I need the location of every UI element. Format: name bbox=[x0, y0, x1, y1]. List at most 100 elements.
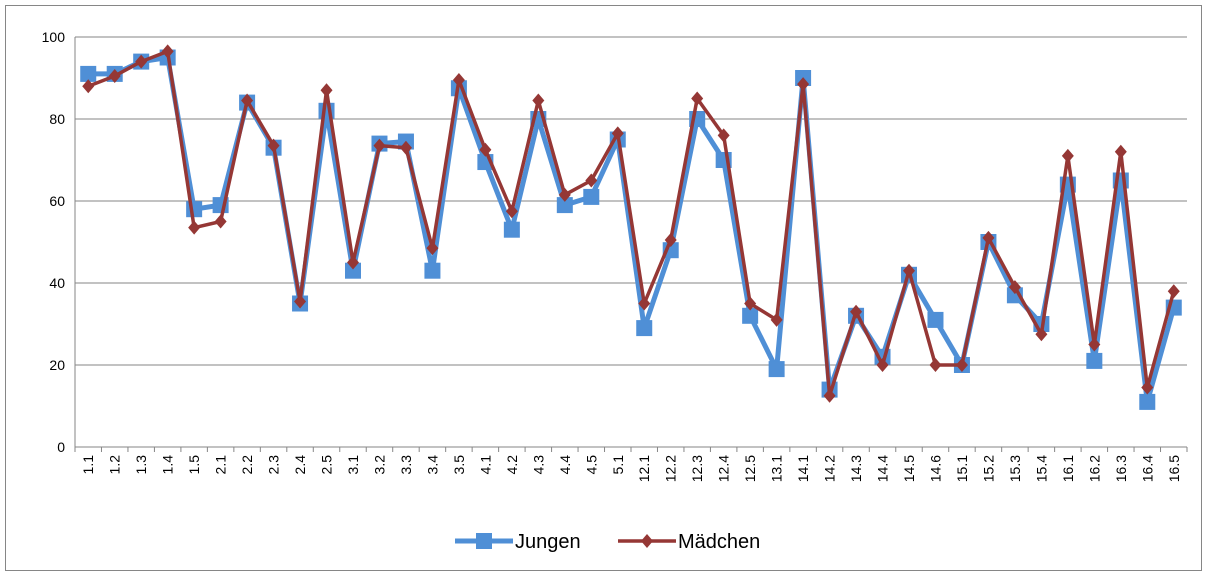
x-tick-label: 15.2 bbox=[980, 455, 996, 482]
x-tick-label: 12.4 bbox=[716, 455, 732, 482]
marker bbox=[108, 68, 121, 83]
x-tick-label: 4.1 bbox=[477, 455, 493, 475]
y-tick-label: 20 bbox=[49, 357, 65, 373]
marker bbox=[294, 294, 307, 309]
y-tick-label: 40 bbox=[49, 275, 65, 291]
y-tick-label: 80 bbox=[49, 111, 65, 127]
x-tick-label: 2.2 bbox=[239, 455, 255, 475]
marker bbox=[929, 358, 942, 372]
marker bbox=[797, 77, 810, 92]
marker bbox=[982, 230, 995, 245]
x-tick-label: 16.3 bbox=[1113, 455, 1129, 482]
marker bbox=[850, 304, 863, 319]
x-tick-label: 12.2 bbox=[663, 455, 679, 482]
marker bbox=[742, 307, 759, 324]
x-tick-label: 4.4 bbox=[557, 455, 573, 475]
marker bbox=[426, 241, 439, 256]
marker bbox=[1008, 280, 1021, 295]
marker bbox=[80, 65, 97, 82]
y-tick-label: 0 bbox=[57, 439, 65, 455]
marker bbox=[452, 73, 465, 88]
marker bbox=[476, 533, 492, 549]
marker bbox=[186, 201, 203, 218]
x-tick-label: 12.3 bbox=[689, 455, 705, 482]
marker bbox=[505, 204, 518, 219]
x-tick-label: 1.3 bbox=[133, 455, 149, 475]
marker bbox=[927, 311, 944, 328]
x-tick-label: 1.2 bbox=[107, 455, 123, 475]
marker bbox=[768, 361, 785, 378]
x-tick-label: 12.1 bbox=[636, 455, 652, 482]
marker bbox=[1088, 337, 1101, 352]
x-tick-label: 1.4 bbox=[160, 455, 176, 475]
marker bbox=[1139, 393, 1156, 410]
marker bbox=[241, 93, 254, 108]
x-tick-label: 3.1 bbox=[345, 455, 361, 475]
x-tick-label: 16.2 bbox=[1086, 455, 1102, 482]
marker bbox=[373, 138, 386, 153]
x-tick-label: 15.4 bbox=[1033, 455, 1049, 482]
x-tick-label: 4.3 bbox=[530, 455, 546, 475]
x-tick-label: 14.2 bbox=[822, 455, 838, 482]
x-tick-label: 14.6 bbox=[927, 455, 943, 482]
legend-label: Mädchen bbox=[678, 531, 760, 553]
marker bbox=[611, 126, 624, 141]
x-tick-label: 1.5 bbox=[186, 455, 202, 475]
marker bbox=[345, 262, 361, 279]
x-tick-label: 2.1 bbox=[213, 455, 229, 475]
marker bbox=[82, 79, 95, 94]
series-line bbox=[87, 49, 1176, 398]
marker bbox=[424, 262, 441, 279]
x-tick-label: 3.3 bbox=[398, 455, 414, 475]
marker bbox=[532, 93, 545, 108]
x-tick-label: 13.1 bbox=[769, 455, 785, 482]
marker bbox=[585, 173, 598, 188]
marker bbox=[479, 142, 492, 157]
marker bbox=[955, 358, 968, 372]
x-tick-label: 14.3 bbox=[848, 455, 864, 482]
x-tick-label: 15.1 bbox=[954, 455, 970, 482]
marker bbox=[1114, 144, 1127, 159]
marker bbox=[770, 312, 783, 327]
x-tick-label: 4.5 bbox=[583, 455, 599, 475]
marker bbox=[267, 138, 280, 153]
marker bbox=[638, 296, 651, 311]
x-tick-label: 2.3 bbox=[266, 455, 282, 475]
marker bbox=[188, 220, 201, 235]
marker bbox=[558, 187, 571, 202]
marker bbox=[135, 54, 148, 69]
y-tick-label: 100 bbox=[42, 29, 66, 45]
marker bbox=[214, 214, 227, 229]
x-tick-label: 16.5 bbox=[1166, 455, 1182, 482]
x-tick-label: 3.5 bbox=[451, 455, 467, 475]
x-tick-label: 2.4 bbox=[292, 455, 308, 475]
x-tick-label: 14.1 bbox=[795, 455, 811, 482]
marker bbox=[691, 91, 704, 106]
legend-label: Jungen bbox=[515, 531, 581, 553]
x-tick-label: 14.5 bbox=[901, 455, 917, 482]
marker bbox=[823, 388, 836, 403]
marker bbox=[636, 320, 653, 337]
marker bbox=[876, 358, 889, 372]
x-tick-label: 2.5 bbox=[319, 455, 335, 475]
x-tick-label: 16.1 bbox=[1060, 455, 1076, 482]
x-tick-label: 12.5 bbox=[742, 455, 758, 482]
marker bbox=[347, 255, 359, 270]
x-tick-label: 3.4 bbox=[424, 455, 440, 475]
marker bbox=[583, 188, 600, 205]
marker bbox=[320, 83, 333, 98]
y-tick-label: 60 bbox=[49, 193, 65, 209]
marker bbox=[503, 221, 520, 238]
x-tick-label: 3.2 bbox=[371, 455, 387, 475]
marker bbox=[1141, 380, 1154, 395]
marker bbox=[1035, 327, 1048, 342]
marker bbox=[903, 263, 915, 278]
marker bbox=[556, 197, 573, 214]
marker bbox=[717, 128, 730, 143]
x-tick-label: 14.4 bbox=[875, 455, 891, 482]
marker bbox=[1086, 352, 1103, 369]
marker bbox=[664, 232, 677, 247]
chart-border bbox=[5, 5, 1202, 571]
marker bbox=[399, 140, 412, 155]
